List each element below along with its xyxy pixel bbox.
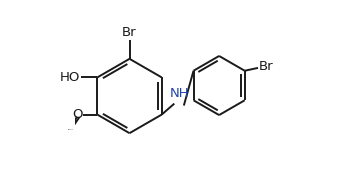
Text: Br: Br (121, 26, 136, 39)
Text: methoxy: methoxy (68, 129, 75, 130)
Text: methoxy: methoxy (0, 191, 1, 192)
Text: O: O (72, 108, 83, 121)
Text: Br: Br (258, 60, 273, 73)
Text: HO: HO (60, 71, 80, 84)
Text: NH: NH (170, 87, 190, 100)
